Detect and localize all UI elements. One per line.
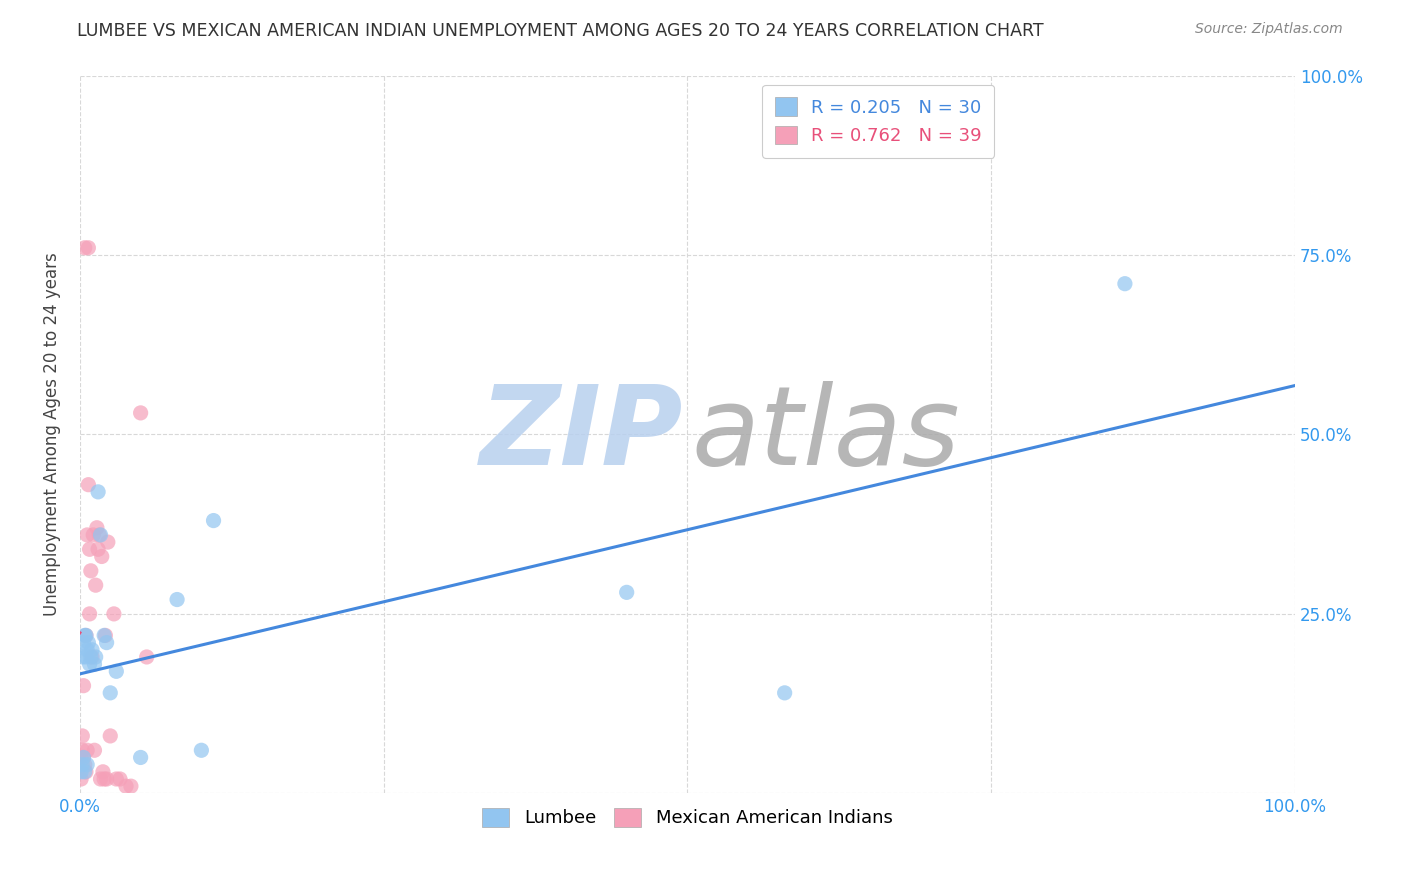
Point	[94, 628, 117, 642]
Point	[76, 757, 98, 772]
Point	[89, 528, 111, 542]
Point	[93, 772, 115, 786]
Point	[84, 650, 107, 665]
Point	[72, 650, 94, 665]
Point	[79, 607, 101, 621]
Point	[79, 542, 101, 557]
Point	[120, 779, 142, 793]
Point	[70, 750, 93, 764]
Point	[80, 650, 103, 665]
Point	[96, 772, 118, 786]
Point	[75, 628, 97, 642]
Point	[89, 772, 111, 786]
Point	[70, 772, 93, 786]
Point	[73, 628, 96, 642]
Point	[72, 743, 94, 757]
Point	[129, 750, 152, 764]
Point	[89, 528, 111, 542]
Point	[1114, 277, 1136, 291]
Point	[72, 679, 94, 693]
Point	[72, 757, 94, 772]
Point	[75, 650, 97, 665]
Text: LUMBEE VS MEXICAN AMERICAN INDIAN UNEMPLOYMENT AMONG AGES 20 TO 24 YEARS CORRELA: LUMBEE VS MEXICAN AMERICAN INDIAN UNEMPL…	[77, 22, 1043, 40]
Point	[84, 578, 107, 592]
Point	[75, 628, 97, 642]
Point	[82, 528, 104, 542]
Point	[97, 535, 120, 549]
Point	[73, 757, 96, 772]
Point	[77, 241, 100, 255]
Point	[115, 779, 138, 793]
Point	[76, 528, 98, 542]
Point	[72, 635, 94, 649]
Point	[80, 642, 103, 657]
Point	[93, 628, 115, 642]
Point	[73, 764, 96, 779]
Text: ZIP: ZIP	[481, 381, 683, 488]
Point	[83, 657, 105, 672]
Point	[135, 650, 157, 665]
Point	[86, 521, 108, 535]
Point	[91, 764, 114, 779]
Point	[79, 657, 101, 672]
Point	[72, 750, 94, 764]
Point	[96, 635, 118, 649]
Point	[75, 764, 97, 779]
Y-axis label: Unemployment Among Ages 20 to 24 years: Unemployment Among Ages 20 to 24 years	[44, 252, 60, 616]
Point	[90, 549, 112, 564]
Point	[616, 585, 638, 599]
Point	[129, 406, 152, 420]
Text: Source: ZipAtlas.com: Source: ZipAtlas.com	[1195, 22, 1343, 37]
Point	[76, 743, 98, 757]
Point	[80, 564, 103, 578]
Point	[72, 750, 94, 764]
Point	[103, 607, 125, 621]
Point	[87, 542, 110, 557]
Point	[77, 477, 100, 491]
Point	[73, 241, 96, 255]
Point	[83, 743, 105, 757]
Point	[105, 665, 128, 679]
Point	[80, 650, 103, 665]
Point	[98, 686, 121, 700]
Point	[72, 729, 94, 743]
Point	[87, 484, 110, 499]
Point	[105, 772, 128, 786]
Point	[108, 772, 131, 786]
Point	[166, 592, 188, 607]
Point	[77, 635, 100, 649]
Point	[773, 686, 796, 700]
Point	[76, 642, 98, 657]
Legend: Lumbee, Mexican American Indians: Lumbee, Mexican American Indians	[475, 801, 900, 835]
Text: atlas: atlas	[692, 381, 960, 488]
Point	[202, 514, 225, 528]
Point	[70, 764, 93, 779]
Point	[190, 743, 212, 757]
Point	[98, 729, 121, 743]
